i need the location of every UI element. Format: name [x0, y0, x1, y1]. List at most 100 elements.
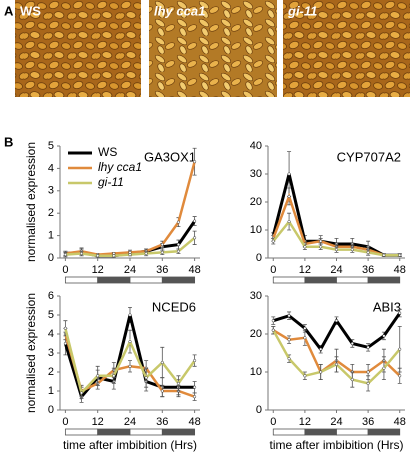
photo	[15, 0, 141, 97]
point	[79, 391, 84, 395]
x-tick-label: 12	[299, 416, 311, 428]
light-dark-bar	[97, 428, 131, 436]
chart-title: ABI3	[373, 299, 401, 314]
point	[112, 374, 116, 378]
y-tick-label: 4	[48, 328, 54, 340]
point	[334, 319, 339, 323]
point	[96, 254, 100, 258]
y-tick-label: 4	[48, 162, 54, 174]
y-tick-label: 0	[256, 404, 262, 416]
y-tick-label: 20	[250, 328, 262, 340]
x-tick-label: 48	[188, 416, 200, 428]
point	[193, 160, 197, 164]
y-tick-label: 3	[48, 347, 54, 359]
light-dark-bar	[97, 276, 131, 284]
light-dark-bar	[64, 276, 99, 284]
point	[193, 359, 197, 363]
point	[287, 172, 291, 176]
point	[128, 253, 132, 257]
point	[128, 340, 132, 344]
x-tick-label: 48	[394, 264, 406, 276]
x-tick-label: 12	[92, 416, 104, 428]
x-tick-label: 0	[62, 264, 68, 276]
x-tick-label: 24	[330, 416, 342, 428]
point	[303, 326, 307, 330]
point	[398, 374, 402, 378]
light-dark-bar	[272, 276, 306, 284]
point	[193, 236, 197, 240]
x-axis-label: time after imbibition (Hrs)	[63, 438, 197, 452]
y-tick-label: 40	[250, 140, 262, 152]
y-tick-label: 0	[48, 252, 54, 264]
point	[366, 345, 370, 349]
point	[350, 248, 354, 252]
x-axis-label: time after imbibition (Hrs)	[269, 438, 403, 452]
point	[350, 378, 354, 382]
y-tick-label: 0	[256, 252, 262, 264]
x-tick-label: 36	[156, 416, 168, 428]
point	[128, 313, 132, 317]
x-tick-label: 36	[156, 264, 168, 276]
light-dark-bar	[129, 276, 163, 284]
light-dark-bar	[304, 276, 337, 284]
x-tick-label: 24	[124, 264, 136, 276]
y-tick-label: 10	[250, 224, 262, 236]
light-dark-bar	[304, 428, 337, 436]
point	[319, 239, 323, 243]
point	[303, 336, 307, 340]
point	[334, 248, 339, 252]
point	[79, 251, 84, 256]
point	[319, 347, 323, 351]
point	[63, 341, 67, 346]
chart-title: GA3OX1	[144, 149, 196, 164]
y-tick-label: 5	[48, 309, 54, 321]
point	[160, 360, 164, 365]
point	[382, 334, 386, 338]
x-tick-label: 48	[188, 264, 200, 276]
series-line	[63, 314, 195, 400]
point	[176, 381, 181, 385]
point	[334, 362, 339, 366]
x-tick-label: 36	[362, 416, 374, 428]
point	[176, 249, 181, 253]
point	[128, 364, 132, 368]
y-tick-label: 30	[250, 168, 262, 180]
point	[398, 311, 402, 315]
y-axis-label: normalised expression	[24, 293, 38, 413]
x-tick-label: 0	[62, 416, 68, 428]
x-tick-label: 24	[124, 416, 136, 428]
y-tick-label: 30	[250, 290, 262, 302]
series-line	[272, 312, 401, 352]
point	[193, 395, 197, 399]
point	[144, 251, 148, 256]
legend-label: WS	[98, 145, 117, 159]
y-tick-label: 6	[48, 290, 54, 302]
point	[63, 253, 67, 257]
point	[193, 219, 197, 223]
light-dark-bar	[367, 428, 401, 436]
point	[271, 319, 275, 323]
x-tick-label: 0	[270, 416, 276, 428]
point	[160, 243, 164, 247]
point	[398, 253, 402, 257]
x-tick-label: 24	[330, 264, 342, 276]
point	[287, 314, 291, 318]
photo	[149, 0, 277, 97]
legend-label: lhy cca1	[98, 160, 142, 174]
y-tick-label: 0	[48, 404, 54, 416]
point	[176, 220, 181, 224]
point	[366, 370, 370, 374]
point	[366, 381, 370, 385]
point	[160, 389, 164, 393]
y-tick-label: 5	[48, 140, 54, 152]
y-tick-label: 2	[48, 366, 54, 378]
photo	[283, 0, 410, 97]
point	[303, 374, 307, 378]
y-axis-label: normalised expression	[24, 142, 38, 262]
x-tick-label: 12	[299, 264, 311, 276]
point	[319, 370, 323, 374]
photo-label: WS	[20, 3, 41, 18]
light-dark-bar	[272, 428, 306, 436]
light-dark-bar	[161, 276, 196, 284]
